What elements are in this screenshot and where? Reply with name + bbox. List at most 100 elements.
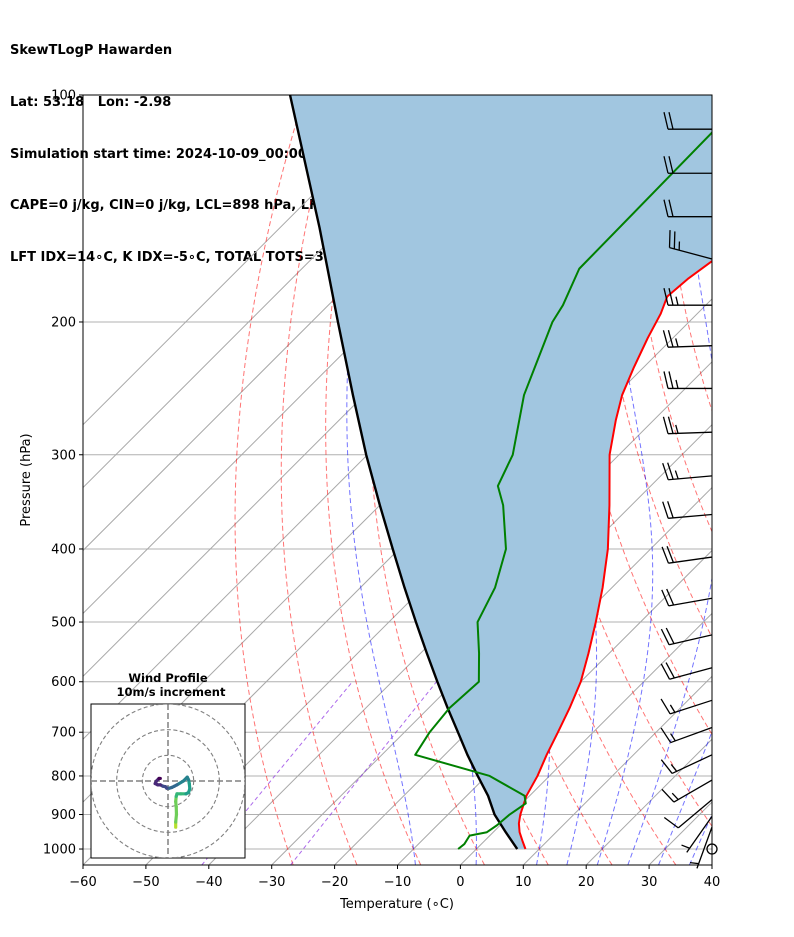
barb-shaft	[668, 475, 713, 481]
dry-adiabat-line	[728, 95, 794, 865]
barb-full-tick	[668, 371, 674, 389]
barb-full-tick	[663, 371, 669, 389]
barb-full-tick	[660, 727, 672, 743]
wind-barb	[660, 726, 713, 744]
y-tick-label: 500	[51, 616, 76, 631]
barb-shaft	[668, 597, 713, 607]
x-tick-label: 10	[515, 875, 532, 890]
barb-full-tick	[665, 662, 675, 679]
barb-half-tick	[675, 379, 679, 389]
moist-adiabat-line	[627, 232, 712, 865]
y-tick-label: 1000	[43, 843, 76, 858]
dry-adiabat-line	[234, 95, 305, 865]
barb-shaft	[686, 815, 713, 853]
barb-full-tick	[660, 628, 670, 646]
profile-lines	[288, 95, 712, 850]
dry-adiabat-line	[595, 95, 712, 639]
barb-full-tick	[663, 288, 669, 306]
barb-shaft	[668, 431, 713, 435]
barb-full-tick	[662, 501, 669, 519]
y-tick-label: 100	[51, 89, 76, 104]
barb-shaft	[671, 754, 713, 775]
barb-full-tick	[667, 330, 674, 348]
dry-adiabat-line	[662, 95, 712, 413]
dry-adiabat-line	[325, 95, 422, 865]
y-axis-label: Pressure (hPa)	[19, 433, 34, 526]
barb-full-tick	[660, 663, 671, 680]
barb-shaft	[670, 726, 713, 744]
x-tick-label: −40	[195, 875, 222, 890]
y-tick-label: 300	[51, 448, 76, 463]
barb-half-tick	[674, 470, 679, 480]
barb-full-tick	[662, 330, 669, 348]
barb-shaft	[677, 799, 713, 829]
x-tick-label: −30	[258, 875, 285, 890]
dewpoint-profile-line	[414, 131, 712, 850]
wind-barbs	[660, 112, 718, 869]
wind-barb	[660, 627, 713, 646]
wind-barb	[660, 698, 713, 715]
x-tick-label: −20	[321, 875, 348, 890]
cape-shading	[290, 95, 712, 850]
barb-half-tick	[671, 792, 679, 800]
mixing-ratio-line	[290, 681, 437, 865]
y-tick-label: 800	[51, 769, 76, 784]
wind-barb	[661, 545, 713, 564]
barb-half-tick	[670, 764, 678, 772]
barb-full-tick	[668, 288, 674, 306]
barb-full-tick	[661, 546, 670, 564]
barb-full-tick	[666, 545, 674, 563]
isotherm-line	[522, 675, 712, 865]
barb-full-tick	[661, 788, 675, 803]
barb-half-tick	[675, 296, 679, 306]
barb-full-tick	[662, 462, 669, 480]
barb-full-tick	[663, 199, 669, 217]
barb-shaft	[696, 826, 713, 869]
x-tick-label: 30	[641, 875, 658, 890]
x-tick-label: −10	[384, 875, 411, 890]
barb-full-tick	[668, 112, 674, 130]
hodograph-title: Wind Profile	[128, 671, 208, 685]
wind-barb	[668, 230, 713, 260]
hodograph-plot	[91, 704, 245, 858]
wind-barb	[663, 371, 712, 390]
wind-barb	[660, 662, 713, 680]
moist-adiabat-line	[545, 232, 598, 865]
isotherm-line	[460, 612, 712, 865]
barb-full-tick	[663, 112, 669, 130]
barb-shaft	[668, 345, 713, 348]
barb-full-tick	[662, 416, 669, 434]
barb-half-tick	[689, 861, 699, 865]
wind-barb	[663, 799, 713, 829]
x-tick-label: −60	[69, 875, 96, 890]
barb-half-tick	[675, 338, 679, 348]
barb-shaft	[669, 246, 713, 260]
barb-full-tick	[660, 759, 673, 774]
y-tick-label: 700	[51, 726, 76, 741]
dry-adiabat-line	[367, 95, 485, 865]
barb-full-tick	[668, 156, 674, 174]
x-tick-label: 20	[578, 875, 595, 890]
wind-barb	[663, 156, 712, 174]
barb-half-tick	[681, 844, 690, 849]
y-tick-label: 200	[51, 315, 76, 330]
x-tick-label: 40	[704, 875, 721, 890]
barb-half-tick	[675, 424, 679, 434]
dry-adiabat-line	[280, 95, 358, 865]
barb-full-tick	[661, 589, 670, 607]
isotherm-line	[83, 95, 414, 426]
title-location: Lat: 53.18 Lon: -2.98	[10, 95, 172, 111]
wind-barb	[663, 288, 712, 306]
barb-full-tick	[666, 588, 675, 606]
hodograph-subtitle: 10m/s increment	[117, 685, 226, 699]
axes: −60 −50 −40 −30 −20 −10 0 10 20 30 40 1000 900 800 700…	[43, 89, 720, 891]
wind-barb	[662, 462, 713, 481]
barb-shaft	[668, 556, 713, 564]
barb-full-tick	[668, 230, 671, 248]
wind-barb	[661, 779, 713, 803]
wind-barb	[663, 199, 712, 218]
x-tick-label: 0	[456, 875, 464, 890]
barb-shaft	[668, 513, 713, 519]
